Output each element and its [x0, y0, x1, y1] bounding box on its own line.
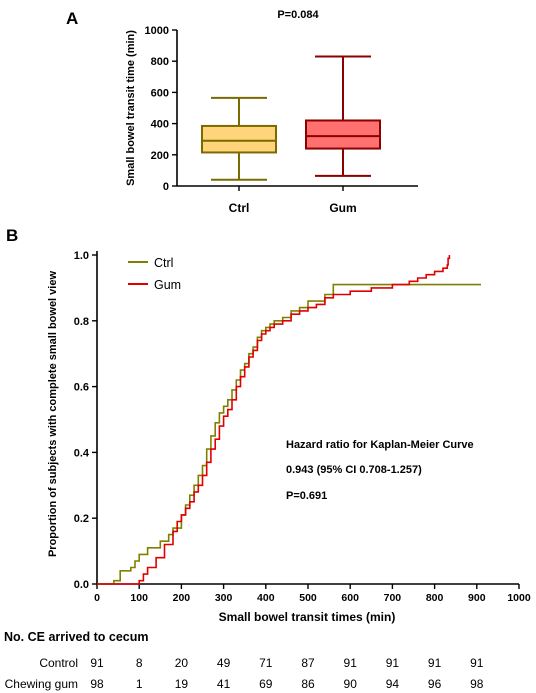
b-y-tick-label: 0.6	[74, 382, 89, 394]
annotation-title: Hazard ratio for Kaplan-Meier Curve	[286, 439, 474, 451]
b-x-tick-label: 300	[215, 592, 233, 604]
b-x-tick-label: 800	[426, 592, 444, 604]
risk-cell: 96	[428, 677, 442, 691]
risk-table-title: No. CE arrived to cecum	[4, 630, 149, 644]
panel-b-ylabel: Proportion of subjects with complete sma…	[47, 271, 59, 557]
risk-cell: 98	[470, 677, 484, 691]
b-y-tick-label: 0.4	[74, 447, 90, 459]
risk-cell: 91	[344, 656, 358, 670]
a-x-tick-label: Ctrl	[229, 201, 250, 215]
risk-cell: 49	[217, 656, 231, 670]
km-line-ctrl	[97, 283, 481, 585]
risk-cell: 1	[136, 677, 143, 691]
legend-label-gum: Gum	[154, 278, 181, 292]
b-y-tick-label: 0.2	[74, 513, 89, 525]
risk-row-label-gum: Chewing gum	[5, 677, 78, 691]
panel-b-label: B	[6, 226, 18, 245]
a-y-tick-label: 600	[151, 87, 169, 99]
risk-cell: 98	[90, 677, 104, 691]
panel-a-ylabel: Small bowel transit time (min)	[125, 30, 137, 186]
risk-cell: 91	[470, 656, 484, 670]
risk-cell: 86	[301, 677, 315, 691]
risk-cell: 94	[386, 677, 400, 691]
annotation-hr: 0.943 (95% CI 0.708-1.257)	[286, 464, 422, 476]
b-x-tick-label: 600	[341, 592, 359, 604]
a-y-tick-label: 200	[151, 150, 169, 162]
risk-cell: 91	[386, 656, 400, 670]
b-y-tick-label: 0.8	[74, 316, 89, 328]
panel-a-label: A	[66, 9, 78, 28]
risk-table-values: 91 8 20 49 71 87 91 91 91 91 98 1 19 41 69 86 90 94 96 98	[90, 656, 483, 691]
a-y-tick-label: 1000	[145, 25, 169, 37]
risk-cell: 90	[344, 677, 358, 691]
risk-cell: 19	[175, 677, 189, 691]
a-y-tick-label: 0	[163, 181, 169, 193]
risk-cell: 41	[217, 677, 231, 691]
b-x-tick-label: 200	[173, 592, 191, 604]
panel-a-pvalue: P=0.084	[277, 9, 319, 21]
b-x-tick-label: 400	[257, 592, 275, 604]
km-line-gum	[97, 255, 451, 585]
b-x-tick-label: 100	[130, 592, 148, 604]
b-y-tick-label: 1.0	[74, 250, 89, 262]
box-ctrl	[201, 124, 277, 154]
panel-b-xlabel: Small bowel transit times (min)	[219, 610, 396, 624]
panel-b-plot: 0.0 0.2 0.4 0.6 0.8 1.0 0 100 200 300 400 500 600 700…	[74, 250, 531, 604]
b-x-tick-label: 0	[94, 592, 100, 604]
legend-label-ctrl: Ctrl	[154, 256, 173, 270]
b-x-tick-label: 900	[468, 592, 486, 604]
risk-cell: 8	[136, 656, 143, 670]
risk-cell: 69	[259, 677, 273, 691]
b-y-tick-label: 0.0	[74, 579, 89, 591]
risk-cell: 20	[175, 656, 189, 670]
risk-cell: 91	[428, 656, 442, 670]
b-x-tick-label: 700	[384, 592, 402, 604]
b-x-tick-label: 1000	[507, 592, 531, 604]
panel-a-plot: 0 200 400 600 800 1000 Ctrl Gum	[145, 25, 418, 215]
risk-cell: 91	[90, 656, 104, 670]
a-y-tick-label: 400	[151, 119, 169, 131]
annotation-pvalue: P=0.691	[286, 490, 327, 502]
b-x-tick-label: 500	[299, 592, 317, 604]
risk-row-label-control: Control	[39, 656, 78, 670]
box-gum	[305, 119, 381, 150]
risk-cell: 71	[259, 656, 273, 670]
risk-cell: 87	[301, 656, 315, 670]
a-x-tick-label: Gum	[329, 201, 356, 215]
a-y-tick-label: 800	[151, 56, 169, 68]
